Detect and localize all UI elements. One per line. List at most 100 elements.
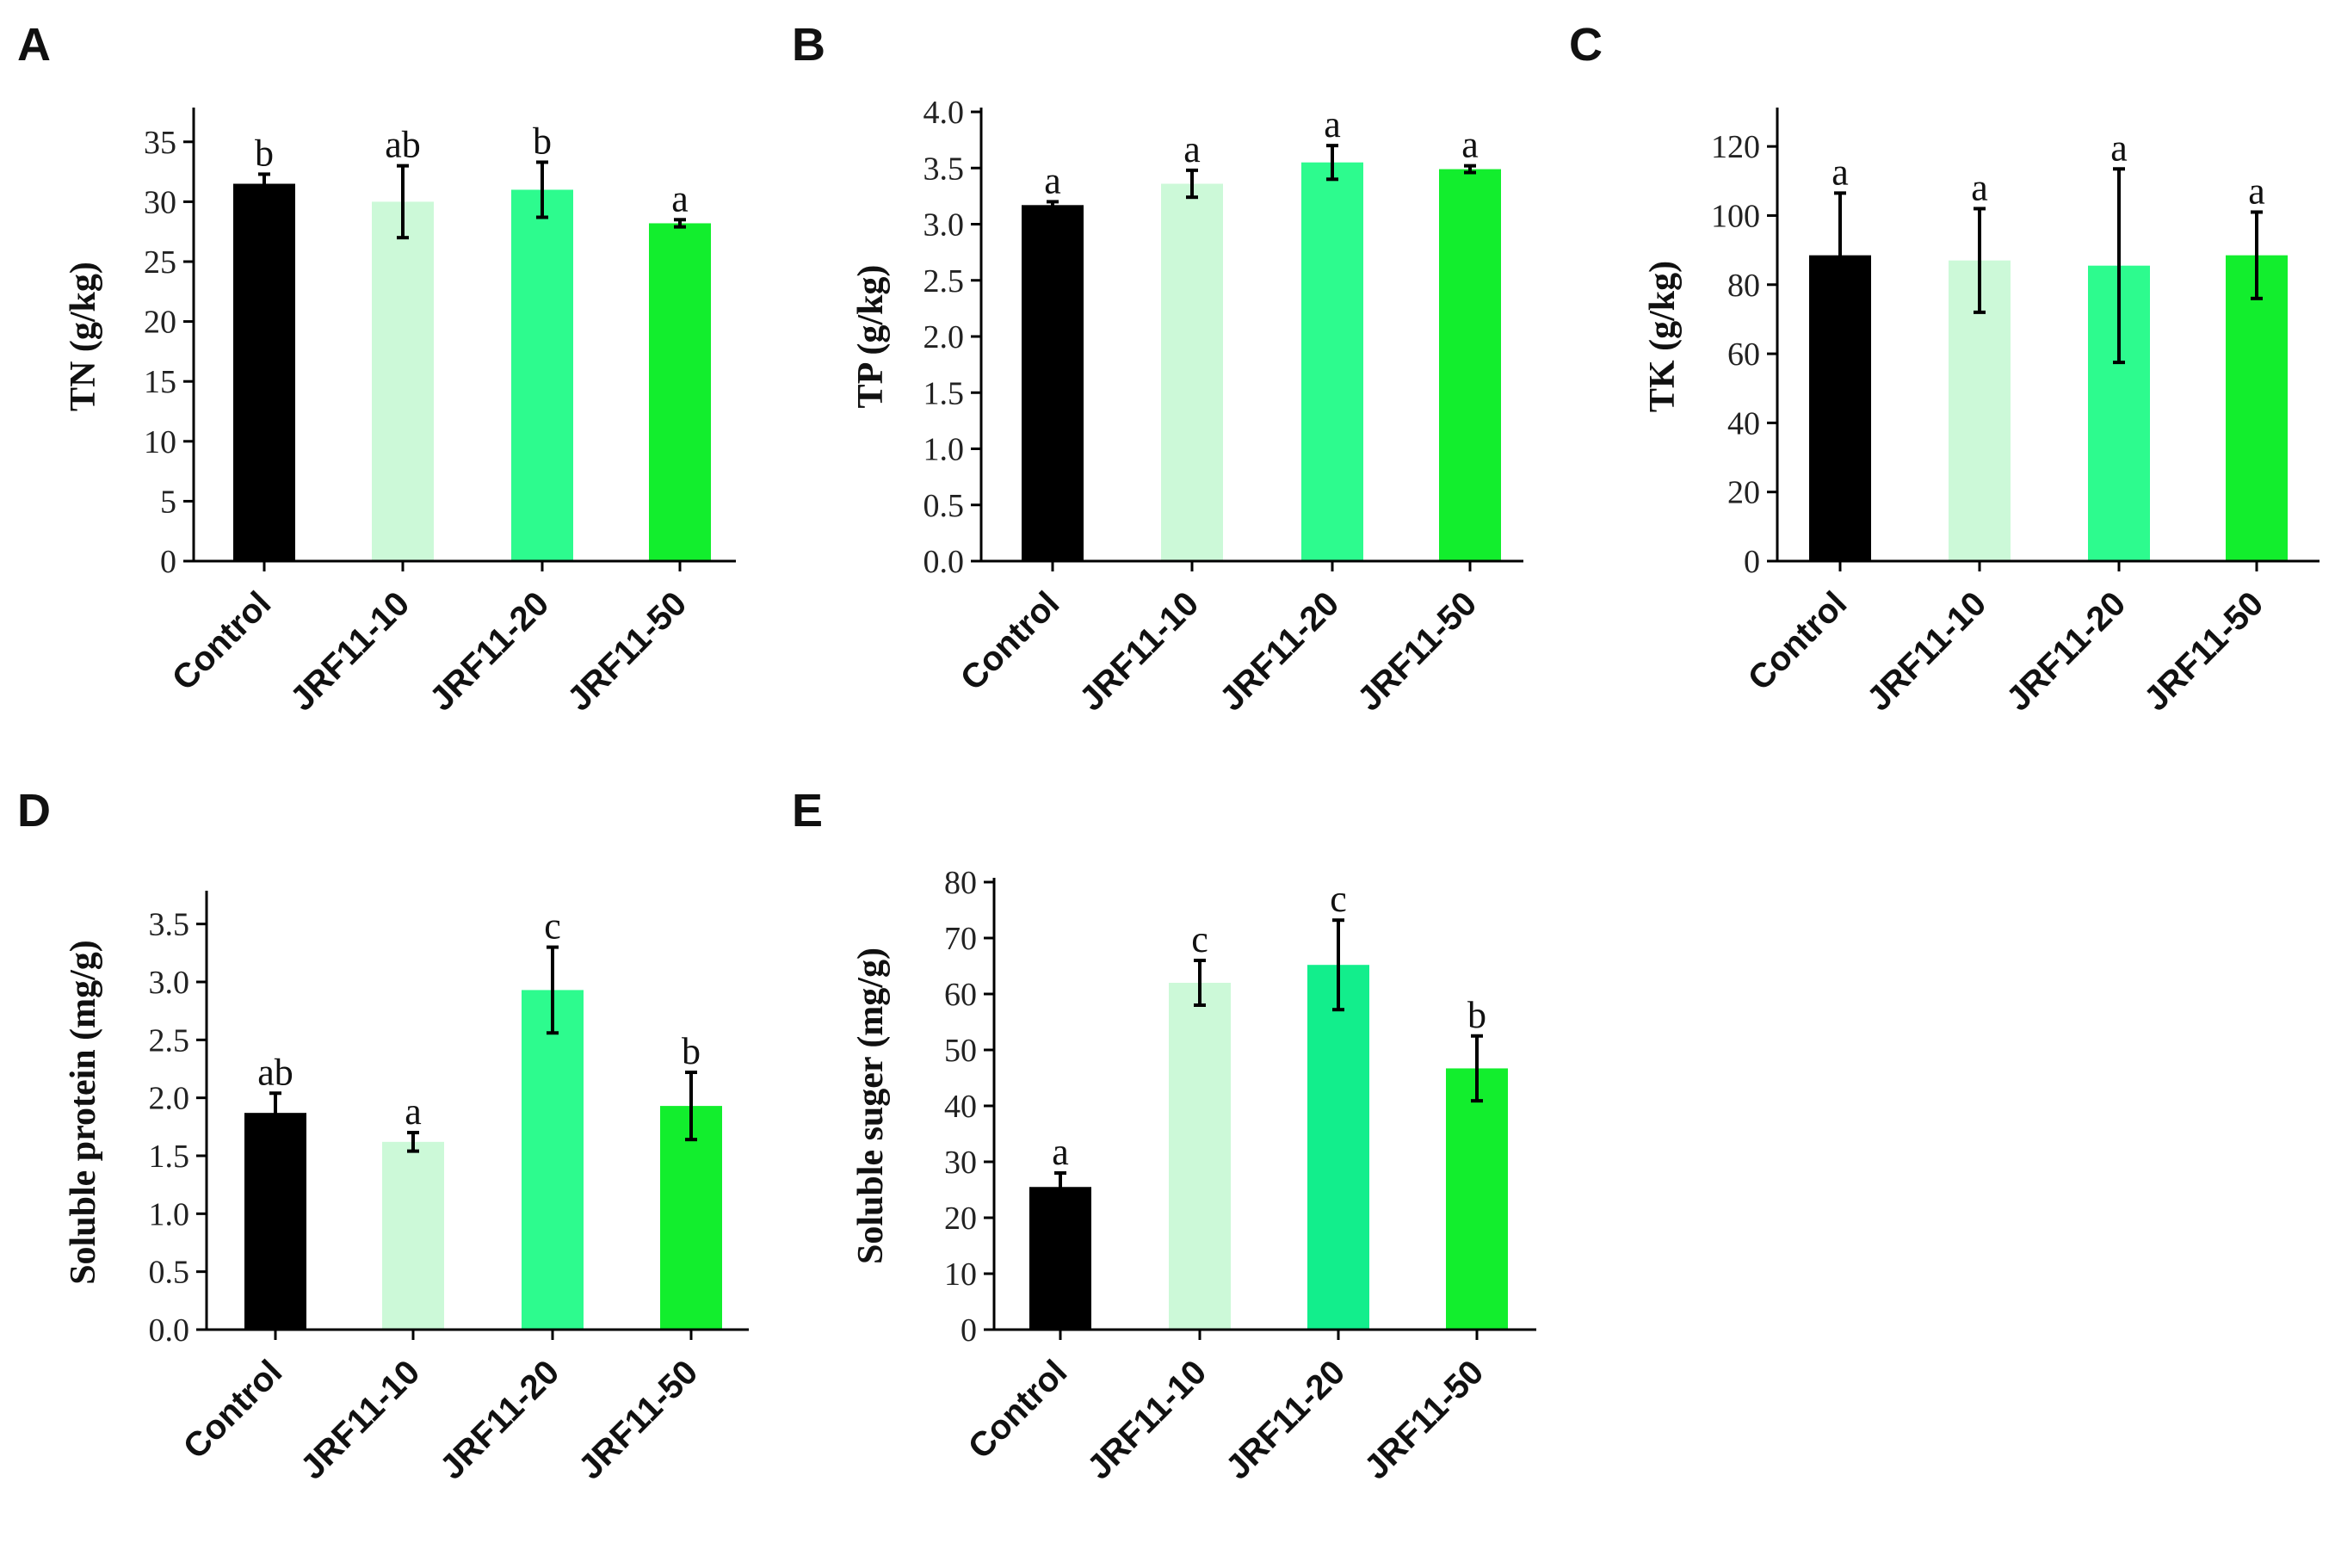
error-bar bbox=[547, 945, 559, 1035]
x-tick-label: Control bbox=[165, 584, 279, 698]
bar-jrf11-20 bbox=[1301, 162, 1363, 561]
y-tick-label: 1.5 bbox=[149, 1139, 190, 1175]
y-tick-label: 20 bbox=[1727, 475, 1760, 511]
error-bar bbox=[1471, 1034, 1483, 1103]
x-tick-label: Control bbox=[1741, 584, 1855, 698]
y-tick-label: 35 bbox=[144, 125, 176, 161]
y-tick-label: 2.5 bbox=[923, 263, 965, 299]
y-tick-label: 10 bbox=[944, 1256, 977, 1293]
y-tick-label: 20 bbox=[144, 305, 176, 341]
y-tick-label: 40 bbox=[1727, 405, 1760, 441]
panel-letter: E bbox=[792, 785, 823, 836]
y-tick-label: 80 bbox=[944, 865, 977, 901]
significance-label: b bbox=[255, 132, 274, 174]
x-tick-label: JRF11-50 bbox=[571, 1353, 705, 1486]
bar-control bbox=[244, 1113, 306, 1330]
error-bar bbox=[1326, 144, 1338, 182]
y-axis-title: TK (g/kg) bbox=[1643, 261, 1683, 412]
significance-label: b bbox=[533, 120, 552, 162]
x-tick-label: JRF11-10 bbox=[1080, 1353, 1214, 1486]
bar-jrf11-20 bbox=[511, 189, 573, 562]
y-tick-label: 0 bbox=[961, 1312, 977, 1349]
significance-label: a bbox=[1052, 1131, 1069, 1173]
significance-label: a bbox=[671, 177, 689, 219]
bar-control bbox=[1029, 1187, 1091, 1330]
y-tick-label: 3.5 bbox=[923, 151, 965, 187]
y-axis-title: TN (g/kg) bbox=[64, 262, 103, 411]
x-tick-label: JRF11-10 bbox=[283, 584, 417, 718]
error-bar bbox=[258, 172, 270, 195]
y-tick-label: 10 bbox=[144, 424, 176, 460]
x-tick-label: JRF11-10 bbox=[1072, 584, 1206, 718]
y-tick-label: 0.0 bbox=[923, 544, 965, 580]
significance-label: a bbox=[1832, 151, 1849, 193]
y-tick-label: 40 bbox=[944, 1089, 977, 1125]
y-tick-label: 30 bbox=[944, 1145, 977, 1181]
x-tick-label: JRF11-20 bbox=[423, 584, 556, 718]
y-tick-label: 0 bbox=[1744, 544, 1760, 580]
bar-jrf11-10 bbox=[372, 201, 434, 561]
error-bar bbox=[2113, 167, 2125, 365]
y-tick-label: 0.5 bbox=[923, 488, 965, 524]
significance-label: ab bbox=[385, 124, 421, 166]
error-bar bbox=[536, 160, 548, 219]
x-tick-label: JRF11-20 bbox=[1999, 584, 2133, 718]
x-tick-label: JRF11-10 bbox=[293, 1353, 427, 1486]
error-bar bbox=[407, 1131, 419, 1153]
x-tick-label: JRF11-20 bbox=[1213, 584, 1346, 718]
y-tick-label: 5 bbox=[160, 484, 176, 520]
error-bar bbox=[1186, 168, 1198, 200]
error-bar bbox=[2251, 210, 2263, 300]
x-tick-label: JRF11-20 bbox=[1219, 1353, 1352, 1486]
bar-jrf11-10 bbox=[1169, 983, 1231, 1330]
x-tick-label: JRF11-50 bbox=[2137, 584, 2270, 718]
significance-label: a bbox=[1971, 166, 1988, 208]
y-tick-label: 0.5 bbox=[149, 1255, 190, 1291]
error-bar bbox=[397, 164, 409, 240]
y-tick-label: 1.0 bbox=[149, 1196, 190, 1232]
y-axis-title: Soluble protein (mg/g) bbox=[64, 940, 103, 1285]
y-tick-label: 80 bbox=[1727, 268, 1760, 304]
error-bar bbox=[1194, 959, 1206, 1007]
bar-jrf11-20 bbox=[522, 990, 584, 1330]
error-bar bbox=[1054, 1171, 1066, 1203]
y-tick-label: 2.0 bbox=[149, 1081, 190, 1117]
significance-label: c bbox=[544, 905, 561, 948]
significance-label: c bbox=[1191, 918, 1208, 960]
error-bar bbox=[685, 1071, 697, 1142]
panel-letter: C bbox=[1569, 19, 1603, 71]
panel-letter: D bbox=[17, 785, 51, 836]
significance-label: ab bbox=[257, 1051, 293, 1093]
bar-jrf11-50 bbox=[649, 223, 711, 561]
y-tick-label: 100 bbox=[1711, 198, 1760, 234]
y-tick-label: 120 bbox=[1711, 129, 1760, 165]
y-tick-label: 3.0 bbox=[923, 207, 965, 244]
error-bar bbox=[1332, 918, 1344, 1012]
error-bar bbox=[269, 1091, 281, 1135]
panel-letter: B bbox=[792, 19, 825, 71]
y-tick-label: 3.5 bbox=[149, 907, 190, 943]
bar-jrf11-50 bbox=[1439, 169, 1501, 561]
error-bar bbox=[1834, 191, 1846, 319]
y-tick-label: 20 bbox=[944, 1201, 977, 1237]
y-tick-label: 0 bbox=[160, 544, 176, 580]
y-tick-label: 30 bbox=[144, 184, 176, 220]
error-bar bbox=[1974, 207, 1986, 314]
y-tick-label: 60 bbox=[1727, 336, 1760, 373]
error-bar bbox=[1464, 164, 1476, 175]
y-tick-label: 15 bbox=[144, 364, 176, 400]
significance-label: a bbox=[1183, 128, 1201, 170]
significance-label: b bbox=[1467, 994, 1486, 1036]
significance-label: a bbox=[2110, 127, 2128, 169]
bar-control bbox=[233, 183, 295, 561]
y-tick-label: 4.0 bbox=[923, 95, 965, 131]
y-tick-label: 50 bbox=[944, 1033, 977, 1069]
x-tick-label: JRF11-20 bbox=[433, 1353, 566, 1486]
significance-label: b bbox=[682, 1030, 701, 1072]
bar-jrf11-10 bbox=[1161, 183, 1223, 561]
significance-label: a bbox=[1324, 103, 1341, 145]
